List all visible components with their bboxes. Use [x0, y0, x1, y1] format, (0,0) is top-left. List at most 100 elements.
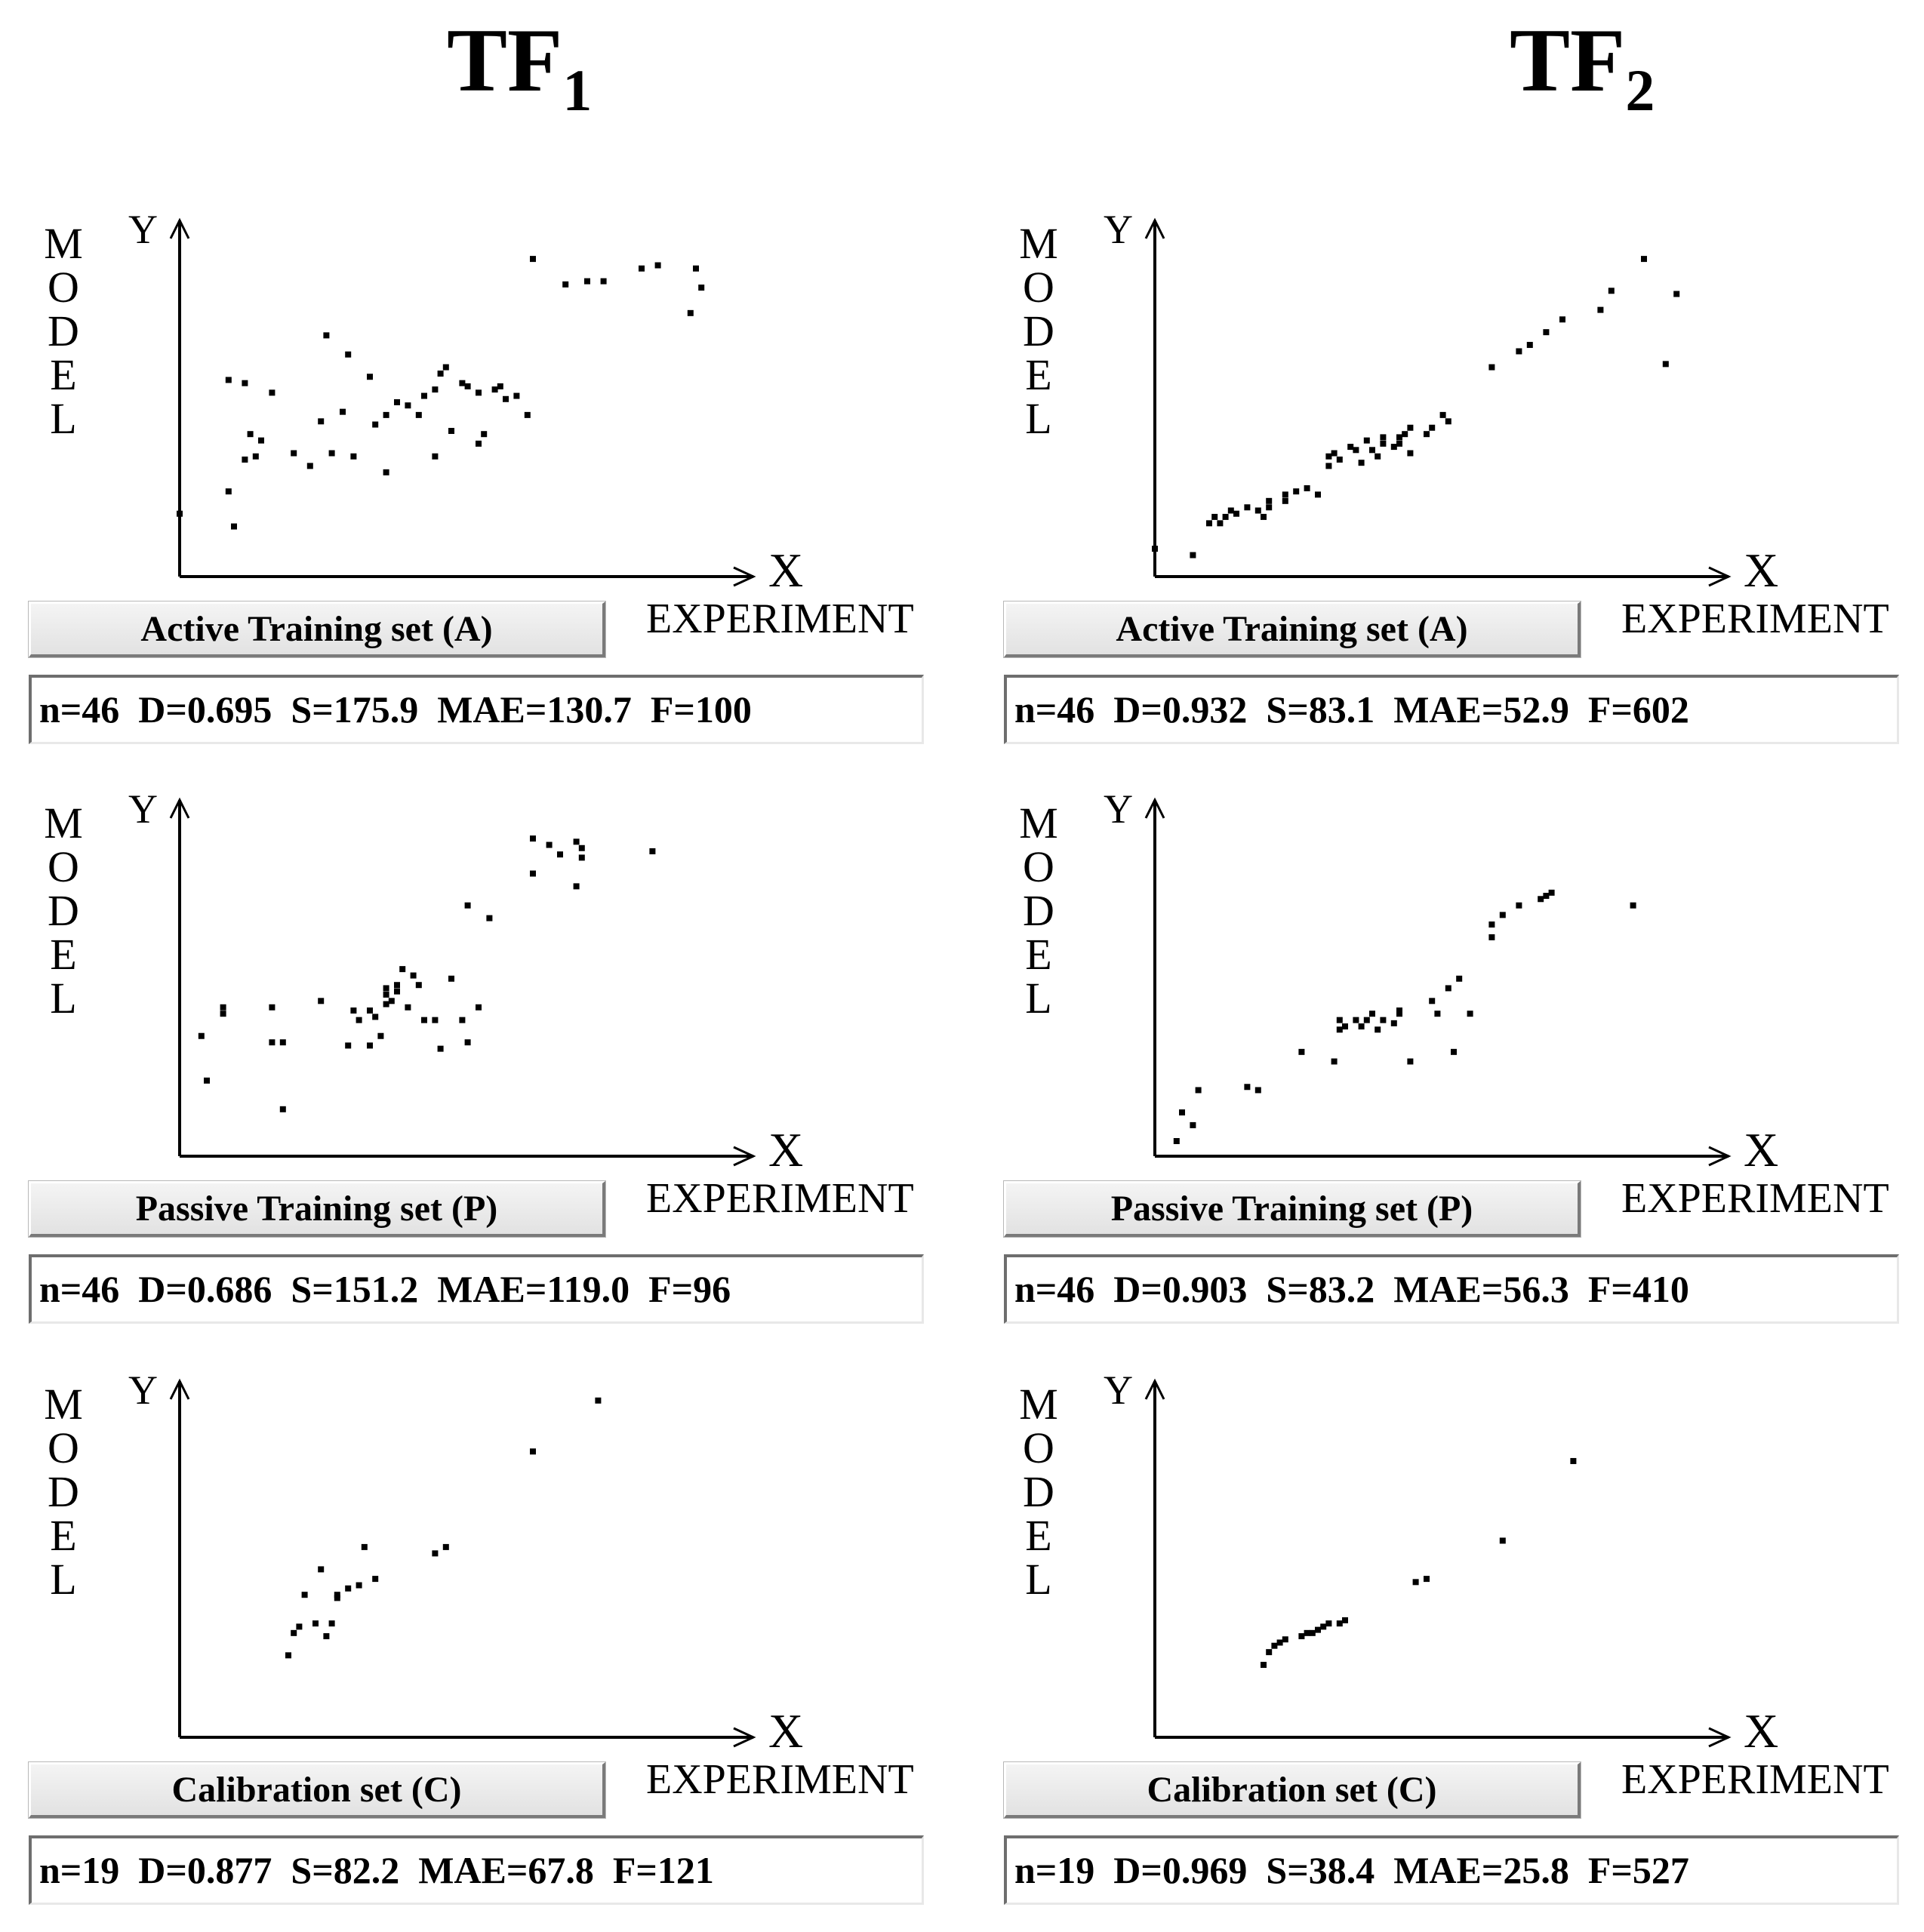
y-axis-title-letter: E: [50, 1511, 76, 1560]
data-point: [1439, 411, 1446, 418]
y-axis-title-letter: E: [1025, 1511, 1051, 1560]
data-point: [1451, 1048, 1457, 1055]
data-point: [279, 1039, 286, 1046]
data-point: [442, 364, 449, 371]
y-axis-letter: Y: [128, 1367, 158, 1413]
set-button-passive[interactable]: Passive Training set (P): [28, 1180, 606, 1238]
x-axis-arrow-icon: [733, 1146, 756, 1167]
data-point: [323, 332, 330, 339]
data-point: [350, 453, 357, 460]
data-point: [231, 523, 237, 530]
data-point: [410, 972, 417, 979]
data-point: [328, 450, 335, 457]
statistics-field: n=46 D=0.695 S=175.9 MAE=130.7 F=100: [29, 675, 924, 744]
data-point: [1266, 1649, 1273, 1656]
data-point: [1407, 1058, 1414, 1065]
data-point: [546, 841, 553, 848]
data-point: [296, 1623, 303, 1630]
data-point: [1396, 1011, 1402, 1017]
y-axis-title-letter: D: [48, 886, 79, 935]
statistics-field: n=46 D=0.903 S=83.2 MAE=56.3 F=410: [1004, 1254, 1899, 1324]
y-axis-title-letter: E: [50, 930, 76, 979]
data-point: [1488, 934, 1495, 940]
data-point: [1467, 1011, 1473, 1017]
data-point: [595, 1397, 602, 1404]
data-point: [1331, 1058, 1338, 1065]
data-point: [1206, 520, 1212, 527]
data-point: [584, 278, 590, 285]
data-point: [1499, 912, 1506, 918]
data-point: [1375, 453, 1381, 460]
y-axis-title-letter: D: [48, 1467, 79, 1516]
y-axis-arrow-icon: [1144, 1378, 1165, 1400]
data-point: [448, 427, 454, 434]
x-axis-arrow-icon: [733, 1727, 756, 1748]
data-point: [291, 1629, 297, 1636]
data-point: [1526, 342, 1533, 349]
data-point: [247, 431, 254, 438]
data-point: [1222, 513, 1229, 520]
y-axis-title-letter: L: [50, 974, 76, 1023]
data-point: [220, 1011, 226, 1017]
x-axis-title: EXPERIMENT: [1621, 1756, 1889, 1803]
data-point: [1353, 447, 1359, 454]
data-point: [1516, 348, 1522, 355]
data-point: [356, 1582, 362, 1589]
data-point: [1266, 497, 1273, 504]
y-axis-title-letter: D: [1023, 306, 1054, 355]
set-button-active[interactable]: Active Training set (A): [28, 601, 606, 658]
data-point: [437, 371, 444, 377]
data-point: [367, 1042, 373, 1049]
data-point: [1325, 463, 1332, 469]
data-point: [1543, 329, 1550, 336]
data-point: [1380, 1017, 1387, 1023]
y-axis-title-letter: E: [50, 350, 76, 399]
data-point: [1298, 1633, 1305, 1640]
data-point: [258, 437, 264, 444]
data-point: [383, 985, 389, 992]
set-button-calibration[interactable]: Calibration set (C): [1003, 1761, 1581, 1819]
data-point: [312, 1620, 319, 1627]
y-axis-arrow-icon: [169, 1378, 190, 1400]
data-point: [383, 1001, 389, 1008]
y-axis-title-letter: O: [1023, 263, 1054, 312]
data-point: [442, 1543, 449, 1550]
data-point: [1254, 1087, 1261, 1094]
x-axis-arrow-icon: [733, 566, 756, 587]
data-point: [654, 262, 661, 269]
data-point: [1358, 1023, 1365, 1030]
statistics-field: n=19 D=0.969 S=38.4 MAE=25.8 F=527: [1004, 1835, 1899, 1905]
y-axis-letter: Y: [1104, 786, 1133, 832]
data-point: [1363, 1017, 1370, 1023]
data-point: [340, 408, 346, 415]
data-point: [394, 982, 400, 989]
data-point: [459, 1017, 466, 1023]
statistics-field: n=46 D=0.686 S=151.2 MAE=119.0 F=96: [29, 1254, 924, 1324]
data-point: [269, 1004, 276, 1011]
set-button-active[interactable]: Active Training set (A): [1003, 601, 1581, 658]
y-axis-title-letter: M: [44, 798, 83, 848]
y-axis-title-letter: M: [1019, 1380, 1058, 1429]
data-point: [1375, 1026, 1381, 1033]
data-point: [1244, 1084, 1251, 1091]
data-point: [318, 1566, 325, 1573]
set-button-calibration[interactable]: Calibration set (C): [28, 1761, 606, 1819]
data-point: [306, 463, 313, 469]
data-point: [394, 988, 400, 995]
data-point: [573, 838, 580, 845]
data-point: [693, 265, 699, 272]
scatter-panel-tf1-active: Y X M O D E L Active Training set (A) EXPERIMENT…: [28, 198, 980, 771]
data-point: [1152, 546, 1158, 552]
data-point: [269, 389, 276, 396]
y-axis-title-letter: O: [48, 842, 79, 891]
data-point: [1543, 893, 1550, 900]
y-axis-letter: Y: [1104, 207, 1133, 252]
data-point: [1233, 510, 1239, 517]
data-point: [405, 1004, 411, 1011]
set-button-passive[interactable]: Passive Training set (P): [1003, 1180, 1581, 1238]
data-point: [437, 1045, 444, 1052]
data-point: [1266, 504, 1273, 511]
